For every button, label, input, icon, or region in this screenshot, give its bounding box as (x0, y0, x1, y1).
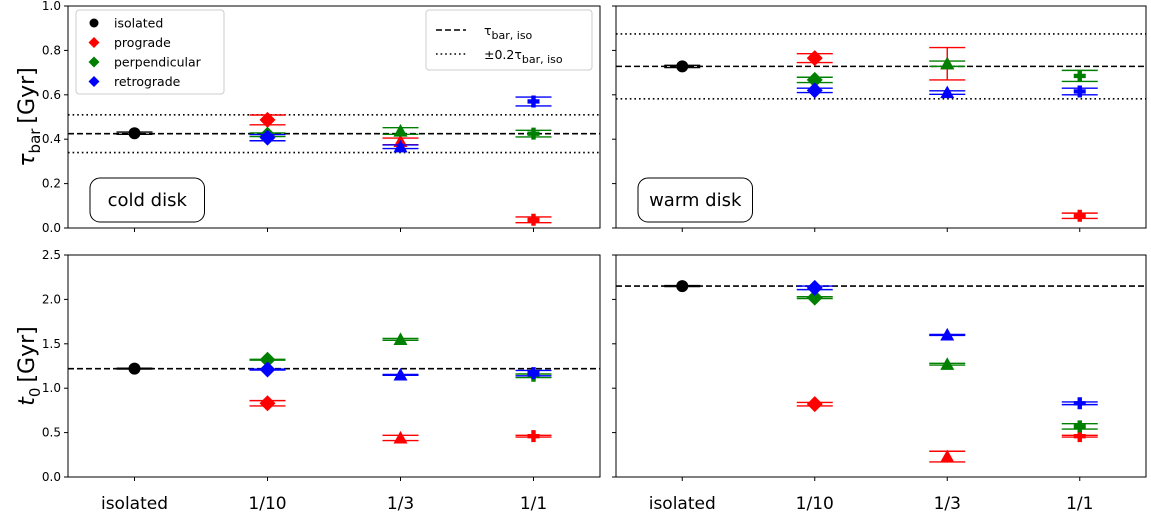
disk-label: warm disk (649, 190, 742, 211)
legend-box (75, 9, 225, 95)
legend-marker-prograde (88, 37, 100, 48)
point-isolated (128, 127, 141, 140)
x-tick-label: isolated (101, 494, 168, 514)
panel-tau-warm: warm disk (612, 5, 1147, 232)
y-tick-label: 1.5 (42, 337, 61, 351)
point-perpendicular (806, 71, 823, 88)
x-tick-label: 1/3 (934, 494, 961, 514)
y-tick-label: 0.6 (42, 88, 61, 102)
plot-frame (615, 5, 1147, 229)
point-perpendicular (806, 289, 823, 306)
point-prograde (806, 396, 823, 413)
point-prograde (1073, 430, 1086, 443)
y-axis-label-symbol: τ (15, 153, 40, 167)
legend: isolated prograde perpendicular retrograde (75, 9, 225, 95)
disk-label-box (89, 177, 205, 223)
point-isolated (128, 362, 141, 375)
y-axis-label-subscript: bar (26, 128, 44, 154)
x-tick-label: 1/10 (248, 494, 286, 514)
y-axis-label-unit: [Gyr] (15, 326, 40, 382)
y-tick-label: 2.5 (42, 248, 61, 262)
y-tick-label: 0.0 (42, 470, 61, 484)
point-retrograde (806, 82, 823, 99)
point-perpendicular (1073, 69, 1086, 82)
y-tick-label: 1.0 (42, 0, 61, 13)
y-tick-label: 2.0 (42, 292, 61, 306)
y-tick-label: 0.5 (42, 426, 61, 440)
y-axis-label-subscript: 0 (26, 388, 44, 398)
y-axis-label-symbol: t (15, 396, 40, 406)
line-legend: τbar, iso±0.2τbar, iso (425, 9, 593, 71)
x-tick-label: 1/3 (387, 494, 414, 514)
point-perpendicular (393, 123, 408, 137)
point-prograde (527, 213, 540, 226)
plot-frame (67, 5, 601, 229)
legend-label-retrograde: retrograde (114, 74, 181, 89)
legend-marker-perpendicular (88, 56, 100, 68)
y-axis-label: τbar [Gyr] (15, 67, 44, 166)
point-prograde (393, 430, 408, 444)
point-perpendicular (393, 332, 408, 345)
panel-t0-cold: 0.0 0.5 1.0 1.5 2.0 2.5 isolated 1/10 1/3 1/1 t0 [G… (15, 248, 601, 514)
x-tick-label: 1/1 (520, 494, 547, 514)
y-tick-label: 0.0 (42, 221, 61, 235)
x-tick-label: isolated (649, 494, 716, 514)
point-prograde (259, 111, 276, 128)
point-retrograde (259, 361, 276, 378)
panel-t0-warm: isolated 1/10 1/3 1/1 (612, 254, 1147, 514)
point-retrograde (527, 367, 540, 380)
point-prograde (1073, 209, 1086, 222)
point-isolated (676, 280, 689, 293)
legend-label-perpendicular: perpendicular (114, 55, 202, 70)
point-prograde (940, 449, 955, 463)
point-retrograde (259, 129, 276, 146)
disk-label-box (637, 177, 753, 223)
point-prograde (527, 430, 540, 443)
line-legend-box (425, 9, 593, 71)
point-retrograde (1073, 85, 1086, 98)
plot-frame (67, 254, 601, 478)
point-retrograde (940, 85, 955, 99)
y-axis-label-unit: [Gyr] (15, 67, 40, 123)
point-retrograde (393, 139, 408, 153)
legend-marker-isolated (89, 18, 99, 28)
y-axis-label: t0 [Gyr] (15, 326, 44, 405)
y-tick-label: 0.2 (42, 177, 61, 191)
point-retrograde (806, 279, 823, 296)
line-legend-sub: bar, iso (492, 29, 533, 42)
point-perpendicular (940, 357, 955, 370)
panel-tau-cold: 0.0 0.2 0.4 0.6 0.8 1.0 cold disk τbar [Gyr] (15, 0, 601, 235)
x-tick-label: 1/1 (1066, 494, 1093, 514)
plot-frame (615, 254, 1147, 478)
x-tick-label: 1/10 (796, 494, 834, 514)
y-tick-label: 1.0 (42, 381, 61, 395)
point-prograde (259, 395, 276, 412)
legend-marker-retrograde (88, 76, 100, 87)
y-tick-label: 0.4 (42, 132, 61, 146)
line-legend-sub: bar, iso (522, 53, 563, 66)
disk-label: cold disk (108, 190, 188, 211)
point-prograde (806, 50, 823, 67)
point-perpendicular (940, 56, 955, 70)
point-retrograde (940, 327, 955, 341)
legend-label-isolated: isolated (114, 16, 163, 31)
point-retrograde (527, 95, 540, 108)
point-perpendicular (527, 127, 540, 140)
point-retrograde (393, 367, 408, 381)
point-isolated (676, 60, 689, 73)
y-tick-label: 0.8 (42, 43, 61, 57)
point-retrograde (1073, 397, 1086, 410)
point-perpendicular (259, 351, 276, 368)
legend-label-prograde: prograde (114, 35, 171, 50)
point-perpendicular (1073, 420, 1086, 433)
